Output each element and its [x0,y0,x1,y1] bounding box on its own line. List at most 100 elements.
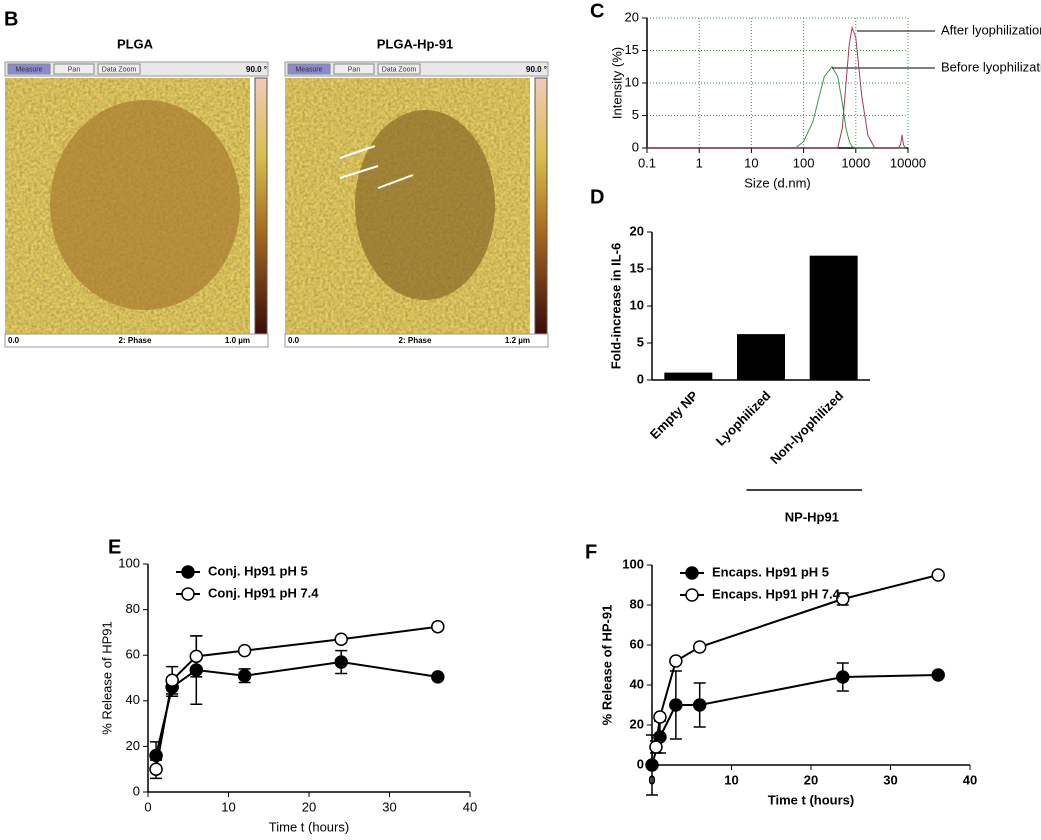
panel-letter: D [590,186,604,208]
x-tick-label: Lyophilized [713,388,774,449]
y-tick-label: 5 [632,107,639,122]
marker [692,698,707,712]
y-tick-label: 0 [637,756,644,771]
channel: 2: Phase [119,336,152,345]
series-line [647,25,907,149]
x-tick-label: 10 [221,799,235,814]
image-footer [4,333,269,348]
x-tick-label: 1000 [841,155,870,170]
marker [669,654,683,668]
y-tick-label: 15 [630,260,644,275]
marker [931,568,945,582]
toolbar-label: Data Zoom [102,66,137,73]
series-line [647,65,906,149]
panel-letter: E [108,536,121,558]
series-line [651,674,939,766]
marker [653,710,667,724]
legend-label: Encaps. Hp91 pH 5 [712,564,829,579]
marker [431,670,445,684]
panel-letter: B [4,8,18,30]
x-tick-label: 0 [144,799,151,814]
y-tick-label: 80 [126,601,140,616]
marker [334,655,348,669]
x-tick-label: 30 [382,799,396,814]
marker [931,668,945,682]
axis-start: 0.0 [288,336,300,345]
marker [669,698,683,712]
marker [149,762,163,776]
y-tick-label: 100 [622,556,644,571]
annotation: After lyophilization [941,22,1041,37]
marker [334,632,348,646]
arrow [377,174,414,189]
y-tick-label: 0 [133,783,140,798]
x-tick-label: 1 [696,155,703,170]
marker [237,643,252,658]
y-tick-label: 80 [630,596,644,611]
y-tick-label: 100 [118,555,140,570]
image-footer [284,333,549,348]
x-tick-label: Non-lyophilized [767,388,846,467]
y-tick-label: 5 [637,334,644,349]
marker [237,668,252,683]
marker [836,670,850,684]
bar [737,334,785,380]
x-tick-label: 10 [724,772,738,787]
x-tick-label: 40 [463,799,477,814]
marker [836,592,850,606]
x-tick-label: 0.1 [638,155,656,170]
x-tick-label: Empty NP [647,388,701,442]
y-tick-label: 0 [637,371,644,386]
y-axis-label: Fold-increase in IL-6 [608,243,623,369]
toolbar-button[interactable] [97,63,141,75]
legend-label: Conj. Hp91 pH 5 [208,563,308,578]
marker [165,673,179,688]
legend-marker [685,566,699,580]
y-tick-label: 10 [630,297,644,312]
y-tick-label: 10 [625,74,639,89]
marker [645,758,659,772]
group-label: NP-Hp91 [785,509,839,524]
x-axis-label: Time t (hours) [269,819,349,834]
toolbar-button[interactable] [333,63,375,75]
color-bar [254,77,268,335]
color-bar [534,77,548,335]
toolbar-label: Data Zoom [382,66,417,73]
series-line [155,625,438,770]
particle [50,100,240,310]
arrow [339,165,379,179]
x-tick-label: 10000 [890,155,926,170]
y-tick-label: 60 [630,636,644,651]
x-tick-label: 20 [804,772,818,787]
image-title: PLGA-Hp-91 [377,36,454,51]
channel: 2: Phase [399,336,432,345]
y-tick-label: 0 [632,139,639,154]
y-tick-label: 20 [126,738,140,753]
toolbar-button[interactable] [53,63,95,75]
toolbar-button[interactable] [7,63,51,75]
scale-max: 90.0 ° [246,65,267,74]
y-tick-label: 15 [625,42,639,57]
bar [664,372,713,380]
toolbar-label: Pan [68,66,81,73]
toolbar-label: Measure [15,66,42,73]
marker [431,619,445,634]
y-tick-label: 20 [625,9,639,24]
panel-letter: F [585,541,597,563]
particle [355,110,495,300]
panel-letter: C [590,0,604,22]
legend-marker [685,588,699,602]
toolbar-button[interactable] [287,63,331,75]
x-tick-label: 10 [744,155,758,170]
y-tick-label: 60 [126,647,140,662]
image-title: PLGA [117,36,154,51]
x-tick-label: 20 [302,799,316,814]
toolbar-label: Pan [348,66,361,73]
legend-label: Encaps. Hp91 pH 7.4 [712,586,841,601]
y-tick-label: 40 [630,676,644,691]
legend-marker [181,565,195,579]
toolbar-button[interactable] [377,63,421,75]
x-tick-label: 30 [883,772,897,787]
y-tick-label: 20 [630,223,644,238]
